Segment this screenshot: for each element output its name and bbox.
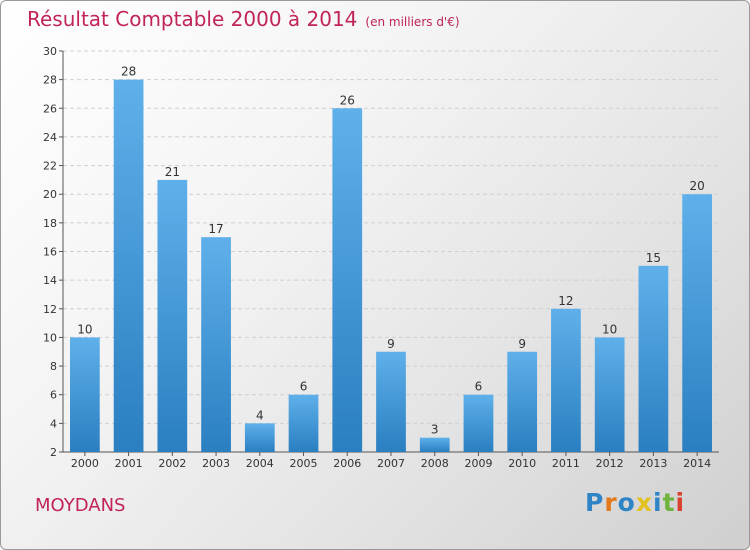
x-tick-label-2001: 2001	[115, 457, 143, 470]
y-tick-label: 20	[43, 188, 57, 201]
y-tick-label: 12	[43, 303, 57, 316]
x-tick-label-2010: 2010	[508, 457, 536, 470]
y-tick-label: 4	[50, 417, 57, 430]
data-label-2014: 20	[689, 179, 704, 193]
y-tick-label: 18	[43, 217, 57, 230]
proxiti-logo[interactable]: Proxiti	[585, 488, 685, 517]
x-tick-label-2004: 2004	[246, 457, 274, 470]
bar-2010	[507, 351, 538, 452]
data-label-2002: 21	[165, 165, 180, 179]
bar-2008	[419, 437, 450, 452]
y-tick-label: 6	[50, 389, 57, 402]
y-tick-label: 16	[43, 246, 57, 259]
logo-letter: x	[635, 488, 653, 517]
data-label-2010: 9	[518, 337, 526, 351]
data-label-2007: 9	[387, 337, 395, 351]
bar-2005	[288, 394, 319, 452]
data-label-2000: 10	[77, 322, 92, 336]
bar-2011	[551, 308, 581, 452]
data-label-2012: 10	[602, 322, 617, 336]
logo-letter: i	[675, 488, 686, 517]
chart-title-block: Résultat Comptable 2000 à 2014 (en millie…	[27, 7, 460, 31]
y-tick-label: 14	[43, 274, 57, 287]
bar-2000	[69, 337, 100, 452]
data-label-2013: 15	[646, 251, 661, 265]
bar-2004	[244, 423, 275, 452]
x-tick-label-2000: 2000	[71, 457, 99, 470]
logo-letter: r	[604, 488, 618, 517]
x-tick-label-2002: 2002	[158, 457, 186, 470]
x-tick-label-2013: 2013	[639, 457, 667, 470]
bar-2003	[201, 237, 231, 452]
bar-2009	[463, 394, 494, 452]
x-tick-label-2005: 2005	[290, 457, 318, 470]
x-tick-label-2008: 2008	[421, 457, 449, 470]
y-tick-label: 2	[50, 446, 57, 459]
x-tick-label-2003: 2003	[202, 457, 230, 470]
data-label-2004: 4	[256, 408, 264, 422]
y-tick-label: 26	[43, 102, 57, 115]
logo-letter: i	[653, 488, 663, 517]
logo-letter: o	[617, 488, 636, 517]
x-tick-label-2011: 2011	[552, 457, 580, 470]
data-label-2011: 12	[558, 294, 573, 308]
y-tick-label: 8	[50, 360, 57, 373]
y-tick-label: 24	[43, 131, 57, 144]
x-tick-label-2009: 2009	[464, 457, 492, 470]
bar-2007	[376, 351, 406, 452]
bar-2013	[638, 265, 669, 452]
data-label-2008: 3	[431, 423, 439, 437]
y-tick-label: 10	[43, 331, 57, 344]
y-tick-label: 22	[43, 160, 57, 173]
y-tick-label: 28	[43, 74, 57, 87]
logo-letter: P	[585, 488, 605, 517]
x-tick-label-2007: 2007	[377, 457, 405, 470]
chart-subtitle: (en milliers d'€)	[365, 15, 460, 29]
data-label-2006: 26	[340, 93, 355, 107]
x-tick-label-2012: 2012	[596, 457, 624, 470]
bar-2012	[594, 337, 625, 452]
x-tick-label-2014: 2014	[683, 457, 711, 470]
bar-2001	[113, 79, 144, 453]
data-label-2009: 6	[475, 380, 483, 394]
bar-2002	[157, 179, 188, 452]
logo-letter: t	[662, 488, 676, 517]
bar-2014	[682, 194, 713, 452]
chart-title: Résultat Comptable 2000 à 2014	[27, 7, 358, 31]
bar-2006	[332, 108, 363, 453]
commune-name: MOYDANS	[35, 495, 126, 516]
data-label-2001: 28	[121, 65, 136, 79]
data-label-2005: 6	[300, 380, 308, 394]
y-tick-label: 30	[43, 45, 57, 58]
x-tick-label-2006: 2006	[333, 457, 361, 470]
data-label-2003: 17	[208, 222, 223, 236]
